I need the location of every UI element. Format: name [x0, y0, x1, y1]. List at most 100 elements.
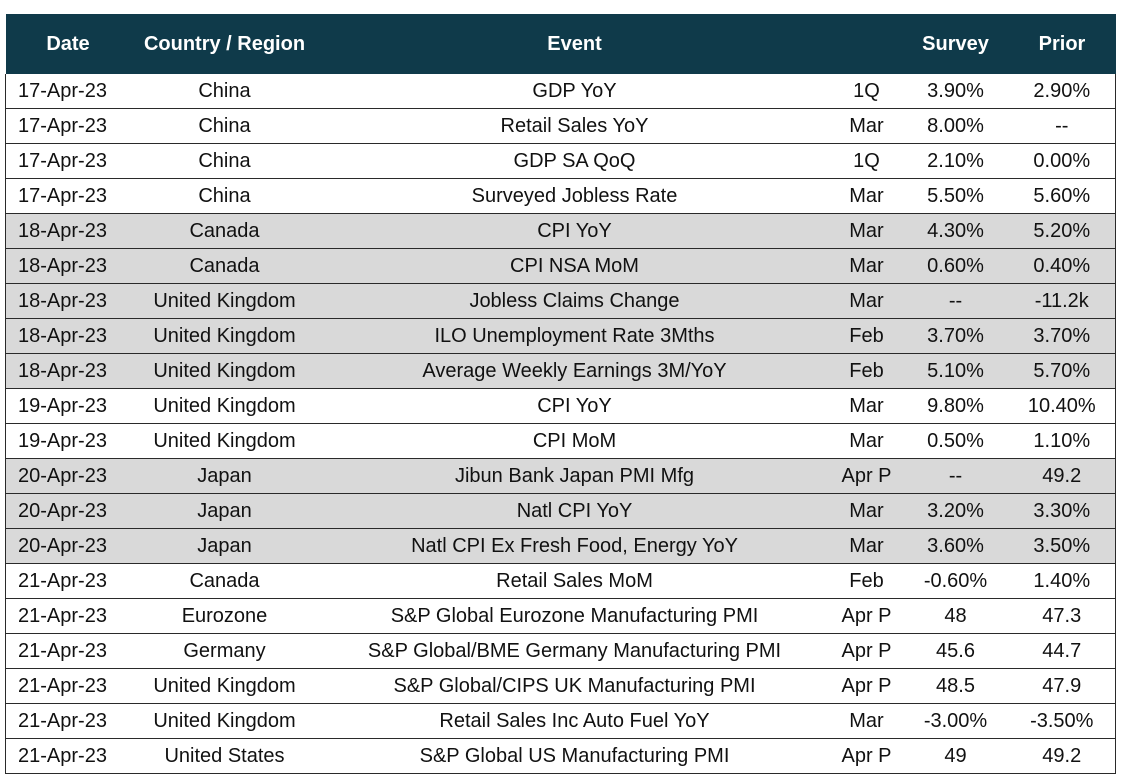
cell-period: 1Q: [830, 74, 903, 109]
cell-prior: 3.70%: [1008, 318, 1116, 354]
cell-event: CPI NSA MoM: [318, 248, 831, 284]
cell-prior: 5.60%: [1008, 178, 1116, 214]
cell-period: Feb: [830, 318, 903, 354]
cell-prior: 0.00%: [1008, 143, 1116, 179]
cell-event: S&P Global US Manufacturing PMI: [318, 738, 831, 774]
cell-period: Mar: [830, 248, 903, 284]
cell-date: 20-Apr-23: [5, 493, 131, 529]
cell-prior: 0.40%: [1008, 248, 1116, 284]
cell-event: Natl CPI YoY: [318, 493, 831, 529]
cell-country-region: United States: [130, 738, 319, 774]
cell-survey: 45.6: [902, 633, 1009, 669]
cell-country-region: Canada: [130, 248, 319, 284]
cell-period: Mar: [830, 283, 903, 319]
cell-prior: 1.40%: [1008, 563, 1116, 599]
cell-country-region: Eurozone: [130, 598, 319, 634]
cell-survey: -3.00%: [902, 703, 1009, 739]
cell-prior: 47.9: [1008, 668, 1116, 704]
cell-survey: 4.30%: [902, 213, 1009, 249]
cell-event: S&P Global/BME Germany Manufacturing PMI: [318, 633, 831, 669]
cell-prior: 10.40%: [1008, 388, 1116, 424]
table-row: 21-Apr-23 Eurozone S&P Global Eurozone Man…: [5, 598, 1116, 634]
cell-survey: 8.00%: [902, 108, 1009, 144]
cell-survey: 3.60%: [902, 528, 1009, 564]
cell-country-region: China: [130, 178, 319, 214]
table-row: 20-Apr-23 Japan Natl CPI YoY Mar 3.20% 3.30%: [5, 493, 1116, 529]
cell-date: 20-Apr-23: [5, 458, 131, 494]
cell-date: 21-Apr-23: [5, 738, 131, 774]
cell-prior: 3.30%: [1008, 493, 1116, 529]
cell-prior: 44.7: [1008, 633, 1116, 669]
cell-period: 1Q: [830, 143, 903, 179]
table-header: Date Country / Region Event Survey Prior: [5, 14, 1116, 74]
cell-prior: -11.2k: [1008, 283, 1116, 319]
cell-country-region: Canada: [130, 213, 319, 249]
cell-survey: 3.90%: [902, 74, 1009, 109]
cell-survey: -0.60%: [902, 563, 1009, 599]
cell-prior: 5.20%: [1008, 213, 1116, 249]
cell-period: Feb: [830, 563, 903, 599]
cell-period: Mar: [830, 108, 903, 144]
cell-event: CPI YoY: [318, 388, 831, 424]
table-row: 20-Apr-23 Japan Jibun Bank Japan PMI Mfg Ap…: [5, 458, 1116, 494]
table-row: 18-Apr-23 United Kingdom ILO Unemployment …: [5, 318, 1116, 354]
table-row: 19-Apr-23 United Kingdom CPI MoM Mar 0.50% 1.…: [5, 423, 1116, 459]
header-country-region: Country / Region: [130, 14, 319, 74]
cell-event: Average Weekly Earnings 3M/YoY: [318, 353, 831, 389]
header-prior: Prior: [1008, 14, 1116, 74]
cell-period: Feb: [830, 353, 903, 389]
cell-period: Mar: [830, 528, 903, 564]
cell-event: GDP YoY: [318, 74, 831, 109]
cell-country-region: Canada: [130, 563, 319, 599]
cell-event: Jobless Claims Change: [318, 283, 831, 319]
cell-country-region: United Kingdom: [130, 668, 319, 704]
cell-survey: 5.50%: [902, 178, 1009, 214]
cell-country-region: United Kingdom: [130, 703, 319, 739]
cell-date: 20-Apr-23: [5, 528, 131, 564]
cell-period: Apr P: [830, 738, 903, 774]
cell-prior: 3.50%: [1008, 528, 1116, 564]
header-date: Date: [5, 14, 131, 74]
header-event: Event: [318, 14, 831, 74]
economic-calendar: Date Country / Region Event Survey Prior…: [5, 14, 1116, 774]
cell-survey: 2.10%: [902, 143, 1009, 179]
cell-period: Mar: [830, 423, 903, 459]
cell-event: Retail Sales Inc Auto Fuel YoY: [318, 703, 831, 739]
cell-country-region: Japan: [130, 493, 319, 529]
cell-country-region: United Kingdom: [130, 318, 319, 354]
cell-prior: -3.50%: [1008, 703, 1116, 739]
cell-survey: 49: [902, 738, 1009, 774]
cell-country-region: Japan: [130, 458, 319, 494]
cell-date: 21-Apr-23: [5, 598, 131, 634]
cell-survey: 3.70%: [902, 318, 1009, 354]
cell-date: 19-Apr-23: [5, 388, 131, 424]
cell-event: CPI MoM: [318, 423, 831, 459]
cell-period: Mar: [830, 703, 903, 739]
table-row: 21-Apr-23 Canada Retail Sales MoM Feb -0.60%…: [5, 563, 1116, 599]
cell-event: S&P Global/CIPS UK Manufacturing PMI: [318, 668, 831, 704]
table-row: 18-Apr-23 United Kingdom Average Weekly Ea…: [5, 353, 1116, 389]
cell-prior: 5.70%: [1008, 353, 1116, 389]
table-row: 21-Apr-23 United States S&P Global US Manu…: [5, 738, 1116, 774]
cell-country-region: China: [130, 108, 319, 144]
cell-country-region: China: [130, 74, 319, 109]
cell-event: Jibun Bank Japan PMI Mfg: [318, 458, 831, 494]
cell-date: 18-Apr-23: [5, 213, 131, 249]
cell-country-region: United Kingdom: [130, 353, 319, 389]
cell-date: 17-Apr-23: [5, 143, 131, 179]
table-row: 17-Apr-23 China Retail Sales YoY Mar 8.00% --: [5, 108, 1116, 144]
economic-calendar-table: Date Country / Region Event Survey Prior…: [5, 14, 1116, 774]
cell-period: Mar: [830, 388, 903, 424]
cell-period: Apr P: [830, 668, 903, 704]
cell-prior: 49.2: [1008, 738, 1116, 774]
table-row: 20-Apr-23 Japan Natl CPI Ex Fresh Food, En…: [5, 528, 1116, 564]
cell-survey: 9.80%: [902, 388, 1009, 424]
cell-country-region: Germany: [130, 633, 319, 669]
cell-survey: 48.5: [902, 668, 1009, 704]
cell-survey: --: [902, 458, 1009, 494]
header-row: Date Country / Region Event Survey Prior: [5, 14, 1116, 74]
cell-country-region: China: [130, 143, 319, 179]
cell-prior: 2.90%: [1008, 74, 1116, 109]
cell-event: Retail Sales YoY: [318, 108, 831, 144]
cell-date: 21-Apr-23: [5, 668, 131, 704]
